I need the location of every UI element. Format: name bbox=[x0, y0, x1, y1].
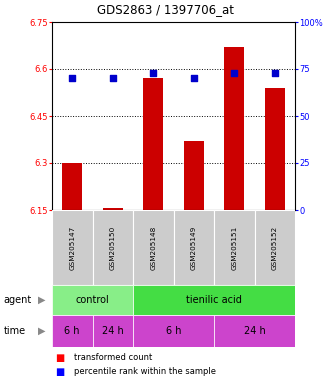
Bar bbox=[224, 47, 244, 210]
Text: GSM205152: GSM205152 bbox=[272, 225, 278, 270]
Bar bbox=[133, 285, 295, 315]
Bar bbox=[52, 210, 92, 285]
Bar bbox=[52, 315, 92, 347]
Bar bbox=[255, 210, 295, 285]
Bar bbox=[214, 315, 295, 347]
Text: 6 h: 6 h bbox=[65, 326, 80, 336]
Bar bbox=[173, 210, 214, 285]
Text: GSM205147: GSM205147 bbox=[69, 225, 75, 270]
Bar bbox=[214, 210, 255, 285]
Point bbox=[151, 70, 156, 76]
Text: GSM205151: GSM205151 bbox=[231, 225, 237, 270]
Point bbox=[191, 75, 196, 81]
Bar bbox=[133, 210, 173, 285]
Bar bbox=[62, 163, 82, 210]
Bar bbox=[92, 315, 133, 347]
Text: ▶: ▶ bbox=[38, 295, 46, 305]
Bar bbox=[143, 78, 164, 210]
Text: GSM205150: GSM205150 bbox=[110, 225, 116, 270]
Point bbox=[110, 75, 116, 81]
Point bbox=[272, 70, 277, 76]
Bar bbox=[184, 141, 204, 210]
Point bbox=[232, 70, 237, 76]
Text: 24 h: 24 h bbox=[102, 326, 123, 336]
Text: 6 h: 6 h bbox=[166, 326, 181, 336]
Text: agent: agent bbox=[3, 295, 31, 305]
Text: control: control bbox=[75, 295, 109, 305]
Bar bbox=[52, 285, 133, 315]
Text: GDS2863 / 1397706_at: GDS2863 / 1397706_at bbox=[97, 3, 234, 16]
Bar bbox=[264, 88, 285, 210]
Text: GSM205149: GSM205149 bbox=[191, 225, 197, 270]
Point bbox=[70, 75, 75, 81]
Text: transformed count: transformed count bbox=[73, 354, 152, 362]
Text: ■: ■ bbox=[55, 367, 65, 377]
Text: 24 h: 24 h bbox=[244, 326, 265, 336]
Bar bbox=[92, 210, 133, 285]
Text: GSM205148: GSM205148 bbox=[150, 225, 156, 270]
Text: time: time bbox=[3, 326, 25, 336]
Text: tienilic acid: tienilic acid bbox=[186, 295, 242, 305]
Text: ■: ■ bbox=[55, 353, 65, 363]
Bar bbox=[103, 209, 123, 210]
Text: percentile rank within the sample: percentile rank within the sample bbox=[73, 367, 215, 376]
Text: ▶: ▶ bbox=[38, 326, 46, 336]
Bar bbox=[133, 315, 214, 347]
